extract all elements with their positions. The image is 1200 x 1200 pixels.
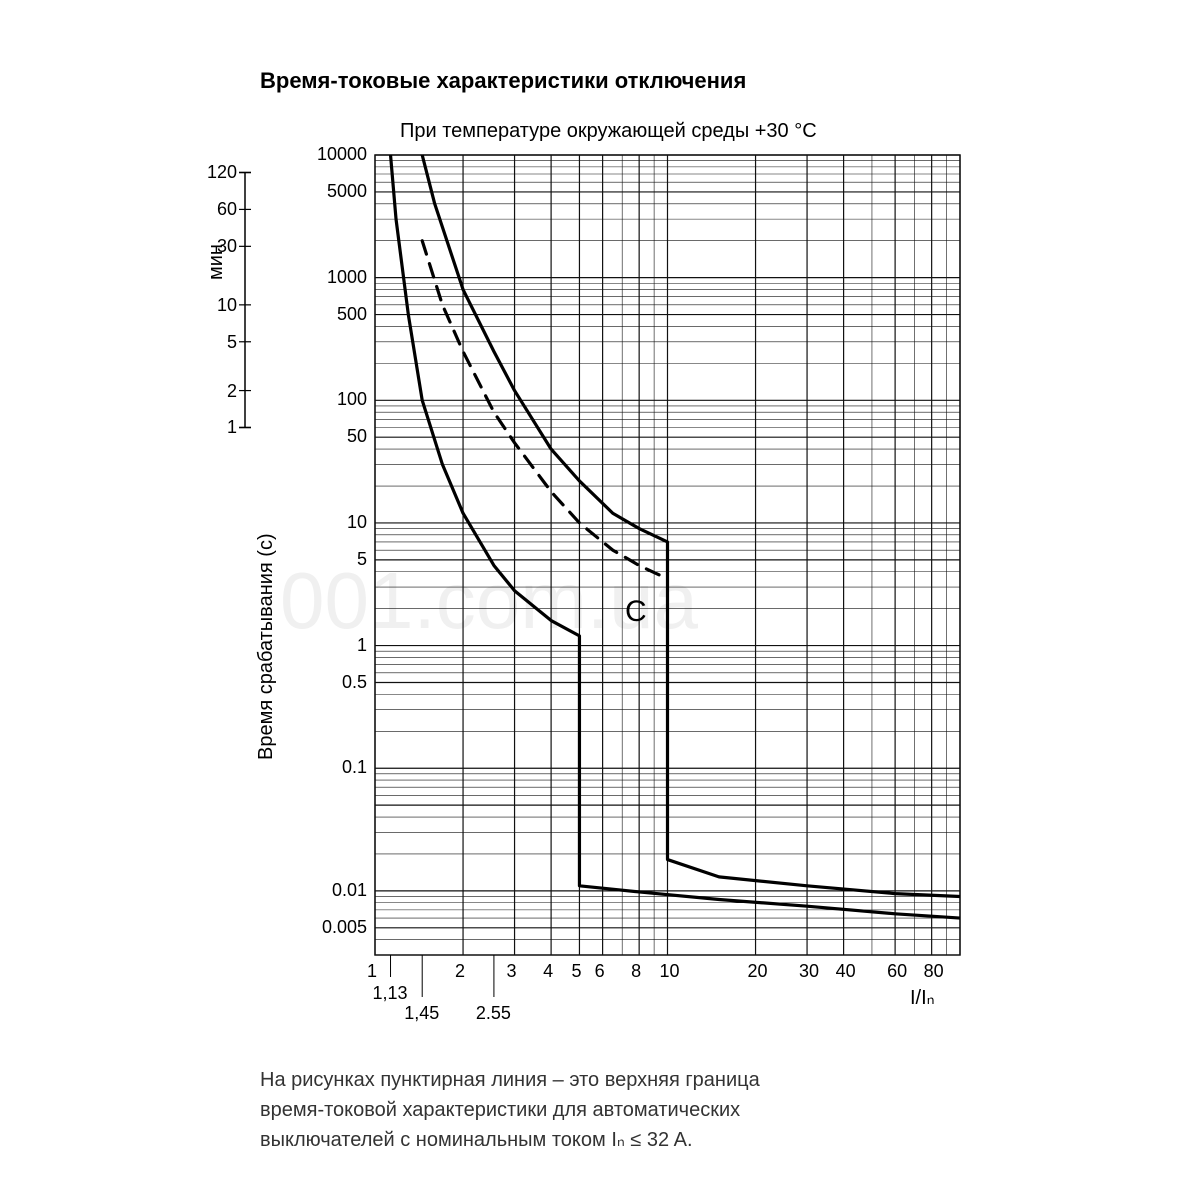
chart-subtitle: При температуре окружающей среды +30 °С (400, 120, 817, 143)
min-axis-tick: 30 (217, 236, 237, 257)
y-tick-label: 100 (337, 389, 367, 410)
lower-trip-curve (391, 155, 960, 918)
x-tick-label: 5 (571, 961, 581, 982)
x-tick-label: 6 (595, 961, 605, 982)
x-tick-label: 8 (631, 961, 641, 982)
min-axis-tick: 10 (217, 295, 237, 316)
x-tick-label: 10 (660, 961, 680, 982)
footnote-line: выключателей с номинальным током Iₙ ≤ 32… (260, 1125, 760, 1155)
chart-title: Время-токовые характеристики отключения (260, 68, 746, 94)
trip-curve-plot (375, 155, 960, 955)
y-tick-label: 1000 (327, 267, 367, 288)
min-axis-tick: 120 (207, 162, 237, 183)
dashed-trip-curve (422, 241, 667, 579)
y-tick-label: 0.01 (332, 880, 367, 901)
y-tick-label: 10 (347, 512, 367, 533)
min-axis-tick: 2 (227, 381, 237, 402)
y-tick-label: 5 (357, 549, 367, 570)
x-tick-label: 3 (507, 961, 517, 982)
x-axis-label: I/Iₙ (910, 985, 935, 1010)
footnote-line: На рисунках пунктирная линия – это верхн… (260, 1065, 760, 1095)
upper-trip-curve (422, 155, 960, 896)
footnote-line: время-токовой характеристики для автомат… (260, 1095, 760, 1125)
min-axis-tick: 1 (227, 417, 237, 438)
x-tick-label: 30 (799, 961, 819, 982)
y-tick-label: 50 (347, 426, 367, 447)
y-tick-label: 500 (337, 304, 367, 325)
y-tick-label: 0.5 (342, 672, 367, 693)
x-tick-label: 60 (887, 961, 907, 982)
x-tick-label: 1 (367, 961, 377, 982)
min-axis-tick: 5 (227, 332, 237, 353)
y-tick-label: 0.005 (322, 917, 367, 938)
footnote: На рисунках пунктирная линия – это верхн… (260, 1065, 760, 1155)
x-extra-tick-label: 1,13 (373, 983, 408, 1004)
x-tick-label: 20 (748, 961, 768, 982)
x-tick-label: 2 (455, 961, 465, 982)
y-tick-label: 10000 (317, 144, 367, 165)
x-extra-tick-label: 2.55 (476, 1003, 511, 1024)
min-axis-tick: 60 (217, 199, 237, 220)
x-tick-label: 80 (924, 961, 944, 982)
curve-type-label: C (625, 595, 647, 629)
x-tick-label: 40 (836, 961, 856, 982)
minutes-aux-axis (239, 155, 259, 955)
y-tick-label: 5000 (327, 181, 367, 202)
y-tick-label: 1 (357, 635, 367, 656)
y-tick-label: 0.1 (342, 757, 367, 778)
x-tick-label: 4 (543, 961, 553, 982)
x-extra-tick-label: 1,45 (404, 1003, 439, 1024)
